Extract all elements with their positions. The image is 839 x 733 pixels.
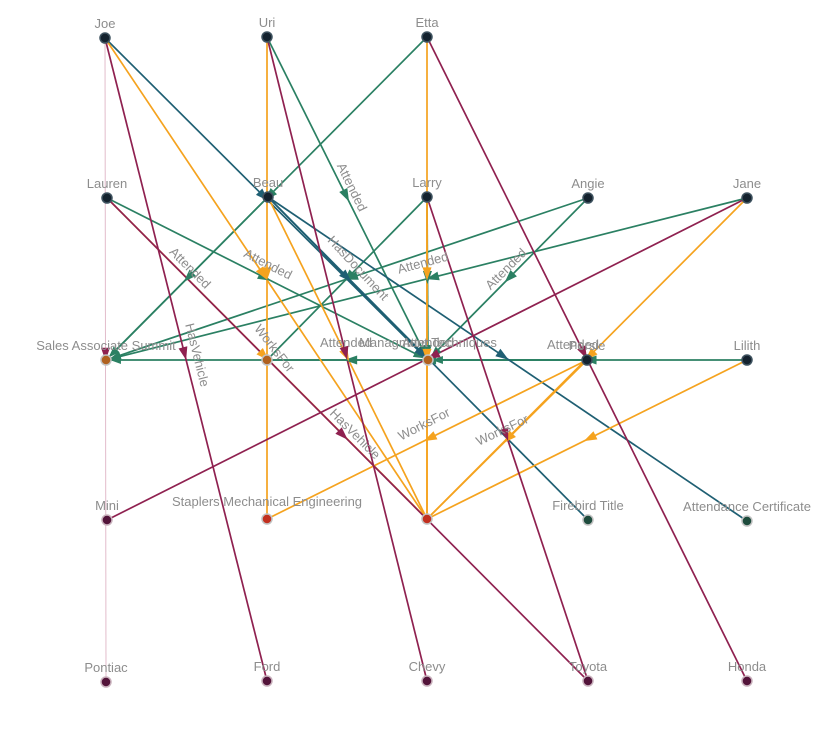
node-attendance-certificate[interactable] [741,515,753,527]
edge-label-attended-5: Attended [334,160,370,213]
edge-arrowhead [178,346,188,361]
node-label-ford: Ford [254,659,281,674]
edge-arrowhead [339,345,349,360]
node-chevy[interactable] [421,675,433,687]
node-label-chevy: Chevy [409,659,446,674]
edge-arrowhead [335,427,348,440]
edge-arrowhead [339,188,350,202]
node-label-lilith: Lilith [734,338,761,353]
node-label-sales-associate-summit: Sales Associate Summit [36,338,176,353]
node-event-hub-a[interactable] [261,354,273,366]
node-label-pontiac: Pontiac [84,660,128,675]
node-employer-empb[interactable] [421,513,433,525]
edge-arrowhead [423,431,438,442]
node-uri[interactable] [261,31,273,43]
node-label-larry: Larry [412,175,442,190]
edge-label-attended-8: Attended [547,337,599,352]
node-joe[interactable] [99,32,111,44]
node-label-managment-techniques: Managment Techniques [359,335,497,350]
edge-arrowhead [422,267,432,281]
node-honda[interactable] [741,675,753,687]
node-label-lauren: Lauren [87,176,127,191]
node-label-mini: Mini [95,498,119,513]
node-label-angie: Angie [571,176,604,191]
node-staplers-mechanical-engineering[interactable] [261,513,273,525]
edge-arrowhead [431,356,443,364]
node-firebird-title[interactable] [582,514,594,526]
node-label-firebird-title: Firebird Title [552,498,624,513]
node-larry[interactable] [421,191,433,203]
node-managment-techniques[interactable] [422,354,434,366]
edge-label-attended-7: Attended [402,335,454,350]
node-label-staplers-mechanical-engineering: Staplers Mechanical Engineering [172,494,362,509]
edge-label-worksfor-12: WorksFor [396,404,453,443]
edge-arrowhead [262,267,272,281]
edge-arrowhead [503,430,516,443]
node-label-attendance-certificate: Attendance Certificate [683,499,811,514]
node-label-honda: Honda [728,659,767,674]
edge-arrowhead [108,346,120,358]
node-label-etta: Etta [415,15,439,30]
node-mini[interactable] [101,514,113,526]
node-angie[interactable] [582,192,594,204]
edge-arrowhead [583,431,598,442]
edge-arrowhead [339,269,352,282]
node-label-joe: Joe [95,16,116,31]
arrowheads-layer [100,187,598,443]
edge-arrowhead [499,427,509,441]
node-label-uri: Uri [259,15,276,30]
edge-label-attended-0: Attended [166,244,213,291]
edge-label-attended-4: Attended [482,245,529,292]
node-label-persie: Persie [569,338,606,353]
edge-arrowhead [100,347,110,361]
edge-arrowhead [504,270,517,283]
edge-arrowhead [183,269,196,282]
edge-arrowhead [344,355,358,365]
edge-label-hasvehicle-10: HasVehicle [182,322,212,389]
node-lauren[interactable] [101,192,113,204]
node-label-toyota: Toyota [569,659,608,674]
edge-arrowhead [495,348,509,360]
node-persie[interactable] [581,354,593,366]
node-jane[interactable] [741,192,753,204]
edge-arrowhead [109,356,121,364]
edge-label-attended-6: Attended [320,335,372,350]
node-lilith[interactable] [741,354,753,366]
node-beau[interactable] [262,191,274,203]
node-etta[interactable] [421,31,433,43]
node-ford[interactable] [261,675,273,687]
node-pontiac[interactable] [100,676,112,688]
node-sales-associate-summit[interactable] [100,354,112,366]
node-label-jane: Jane [733,176,761,191]
node-label-beau: Beau [253,175,283,190]
node-toyota[interactable] [582,675,594,687]
nodes-layer [99,31,753,688]
